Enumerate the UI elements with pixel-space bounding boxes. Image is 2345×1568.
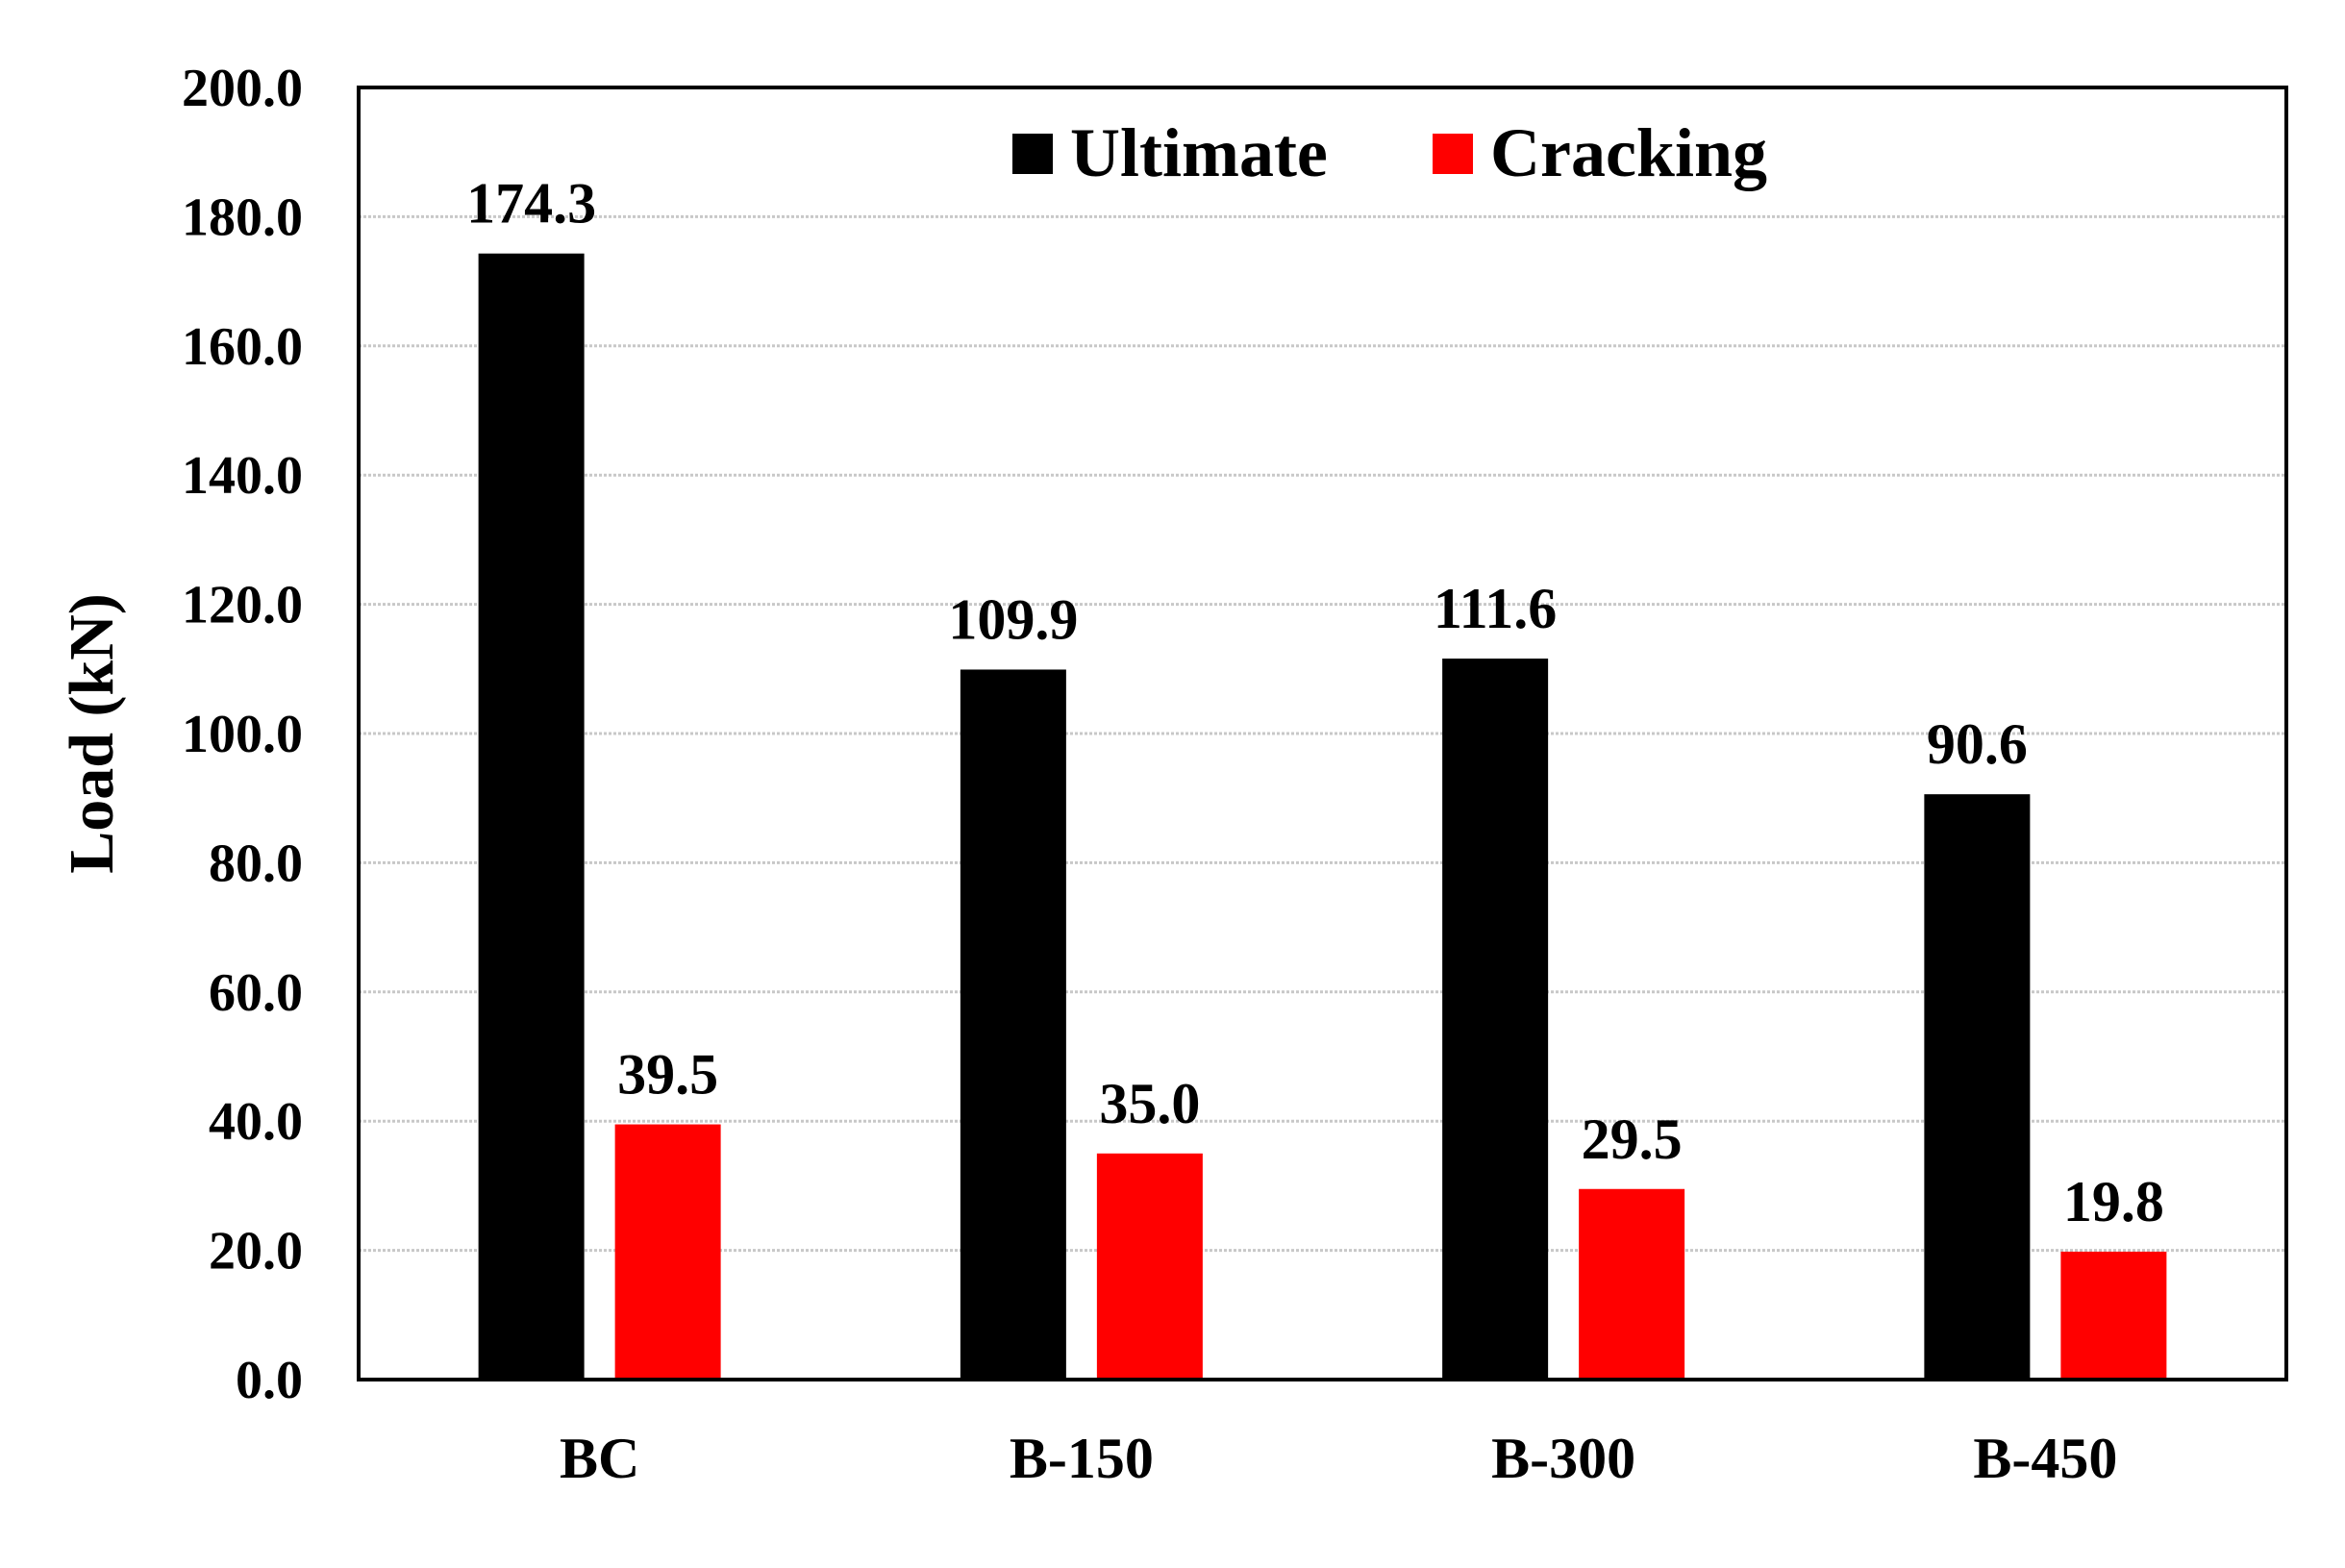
bar-ultimate — [1924, 794, 2031, 1380]
legend: Ultimate Cracking — [1012, 114, 1767, 191]
y-tick-label: 160.0 — [182, 317, 303, 377]
y-axis-ticks: 0.0 20.0 40.0 60.0 80.0 100.0 120.0 140.0 160.0 1… — [182, 59, 303, 1410]
y-tick-label: 200.0 — [182, 59, 303, 118]
data-label: 109.9 — [948, 587, 1078, 651]
legend-label-cracking: Cracking — [1490, 114, 1767, 191]
legend-swatch-cracking — [1433, 134, 1473, 174]
bar-ultimate — [960, 669, 1066, 1380]
x-category-label: BC — [560, 1427, 639, 1490]
y-tick-label: 120.0 — [182, 576, 303, 635]
data-labels: 174.3 39.5 109.9 35.0 111.6 29.5 90.6 19.8 — [466, 172, 2164, 1233]
y-tick-label: 100.0 — [182, 705, 303, 764]
bar-cracking — [614, 1124, 721, 1380]
data-label: 19.8 — [2063, 1170, 2164, 1233]
data-label: 111.6 — [1434, 577, 1557, 640]
bar-ultimate — [478, 253, 585, 1381]
y-axis-title: Load (kN) — [57, 593, 127, 874]
x-axis-categories: BC B-150 B-300 B-450 — [560, 1427, 2117, 1490]
bar-ultimate — [1442, 659, 1549, 1380]
bar-cracking — [2060, 1251, 2167, 1380]
y-tick-label: 60.0 — [209, 963, 303, 1023]
data-label: 29.5 — [1582, 1108, 1683, 1171]
data-label: 174.3 — [466, 172, 596, 236]
y-tick-label: 0.0 — [236, 1351, 303, 1410]
y-tick-label: 140.0 — [182, 446, 303, 506]
bar-cracking — [1096, 1153, 1203, 1380]
y-tick-label: 80.0 — [209, 834, 303, 893]
bars — [478, 253, 2167, 1381]
y-tick-label: 40.0 — [209, 1092, 303, 1152]
x-category-label: B-300 — [1491, 1427, 1635, 1490]
data-label: 35.0 — [1099, 1072, 1200, 1135]
data-label: 90.6 — [1927, 712, 2028, 776]
y-tick-label: 180.0 — [182, 187, 303, 247]
legend-label-ultimate: Ultimate — [1070, 114, 1328, 191]
data-label: 39.5 — [617, 1043, 718, 1107]
bar-cracking — [1579, 1188, 1685, 1380]
x-category-label: B-150 — [1010, 1427, 1154, 1490]
y-tick-label: 20.0 — [209, 1222, 303, 1282]
plot-area-frame — [357, 86, 2288, 1381]
x-category-label: B-450 — [1973, 1427, 2117, 1490]
legend-swatch-ultimate — [1012, 134, 1053, 174]
